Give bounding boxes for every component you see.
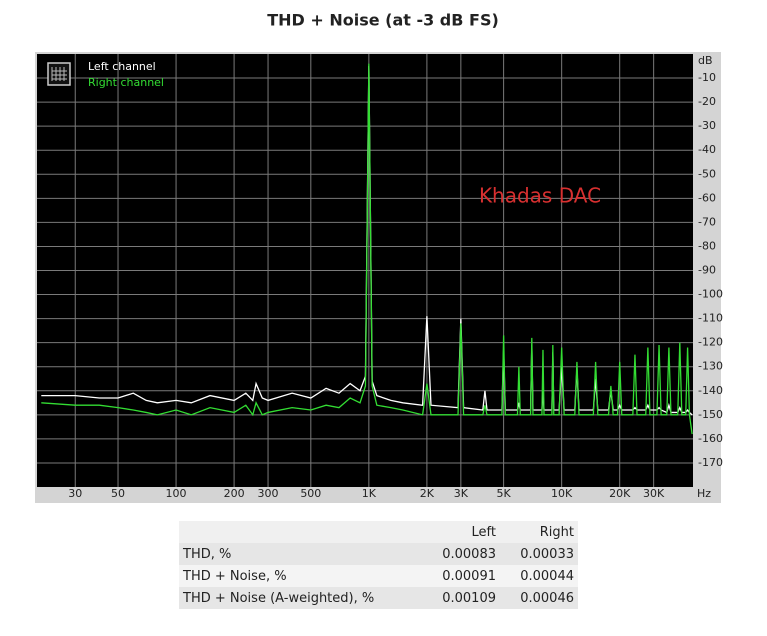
y-tick-label: -80: [698, 239, 716, 252]
x-tick-label: 200: [224, 487, 245, 500]
table-row: THD + Noise, % 0.00091 0.00044: [179, 565, 578, 587]
x-axis-label: Hz: [697, 487, 711, 500]
y-tick-label: -170: [698, 456, 723, 469]
x-tick-label: 100: [166, 487, 187, 500]
chart-title: THD + Noise (at -3 dB FS): [267, 11, 499, 30]
x-tick-label: 50: [111, 487, 125, 500]
x-tick-label: 500: [300, 487, 321, 500]
y-tick-label: -60: [698, 191, 716, 204]
row-label: THD + Noise, %: [183, 568, 287, 584]
x-tick-label: 30K: [643, 487, 665, 500]
x-tick-label: 1K: [362, 487, 377, 500]
header-cell: Right: [539, 524, 574, 540]
cell: 0.00046: [520, 590, 574, 606]
y-axis-label: dB: [698, 54, 713, 67]
y-tick-label: -20: [698, 95, 716, 108]
lines: [41, 63, 693, 435]
table-row: THD + Noise (A-weighted), % 0.00109 0.0004…: [179, 587, 578, 609]
cell: 0.00091: [442, 568, 496, 584]
row-label: THD + Noise (A-weighted), %: [183, 590, 375, 606]
y-tick-label: -160: [698, 432, 723, 445]
y-tick-label: -100: [698, 288, 723, 301]
series-line: [41, 63, 693, 435]
annotation: Khadas DAC: [479, 184, 601, 208]
header-cell: Left: [471, 524, 496, 540]
results-table: Left Right THD, % 0.00083 0.00033 THD + Noise…: [179, 521, 578, 609]
y-tick-label: -30: [698, 119, 716, 132]
cell: 0.00109: [442, 590, 496, 606]
cell: 0.00083: [442, 546, 496, 562]
header-cell: [179, 521, 422, 543]
y-tick-label: -120: [698, 336, 723, 349]
y-tick-label: -50: [698, 167, 716, 180]
x-tick-label: 2K: [420, 487, 435, 500]
x-tick-label: 3K: [454, 487, 469, 500]
x-tick-label: 5K: [497, 487, 512, 500]
y-tick-label: -130: [698, 360, 723, 373]
table-row: THD, % 0.00083 0.00033: [179, 543, 578, 565]
legend-entry: Right channel: [88, 76, 164, 89]
x-tick-label: 20K: [609, 487, 631, 500]
x-tick-label: 10K: [551, 487, 573, 500]
y-tick-label: -70: [698, 215, 716, 228]
x-tick-label: 300: [258, 487, 279, 500]
legend-entry: Left channel: [88, 60, 156, 73]
y-tick-label: -150: [698, 408, 723, 421]
row-label: THD, %: [183, 546, 232, 562]
grid: [37, 54, 693, 487]
legend-icon: [47, 62, 71, 86]
cell: 0.00033: [520, 546, 574, 562]
x-tick-label: 30: [68, 487, 82, 500]
y-tick-label: -40: [698, 143, 716, 156]
y-tick-label: -10: [698, 71, 716, 84]
y-tick-label: -90: [698, 264, 716, 277]
y-tick-label: -140: [698, 384, 723, 397]
y-tick-label: -110: [698, 312, 723, 325]
cell: 0.00044: [520, 568, 574, 584]
chart: THD + Noise (at -3 dB FS) Left channel R…: [35, 11, 723, 503]
header-row: Left Right: [179, 521, 578, 543]
series-line: [41, 66, 693, 416]
